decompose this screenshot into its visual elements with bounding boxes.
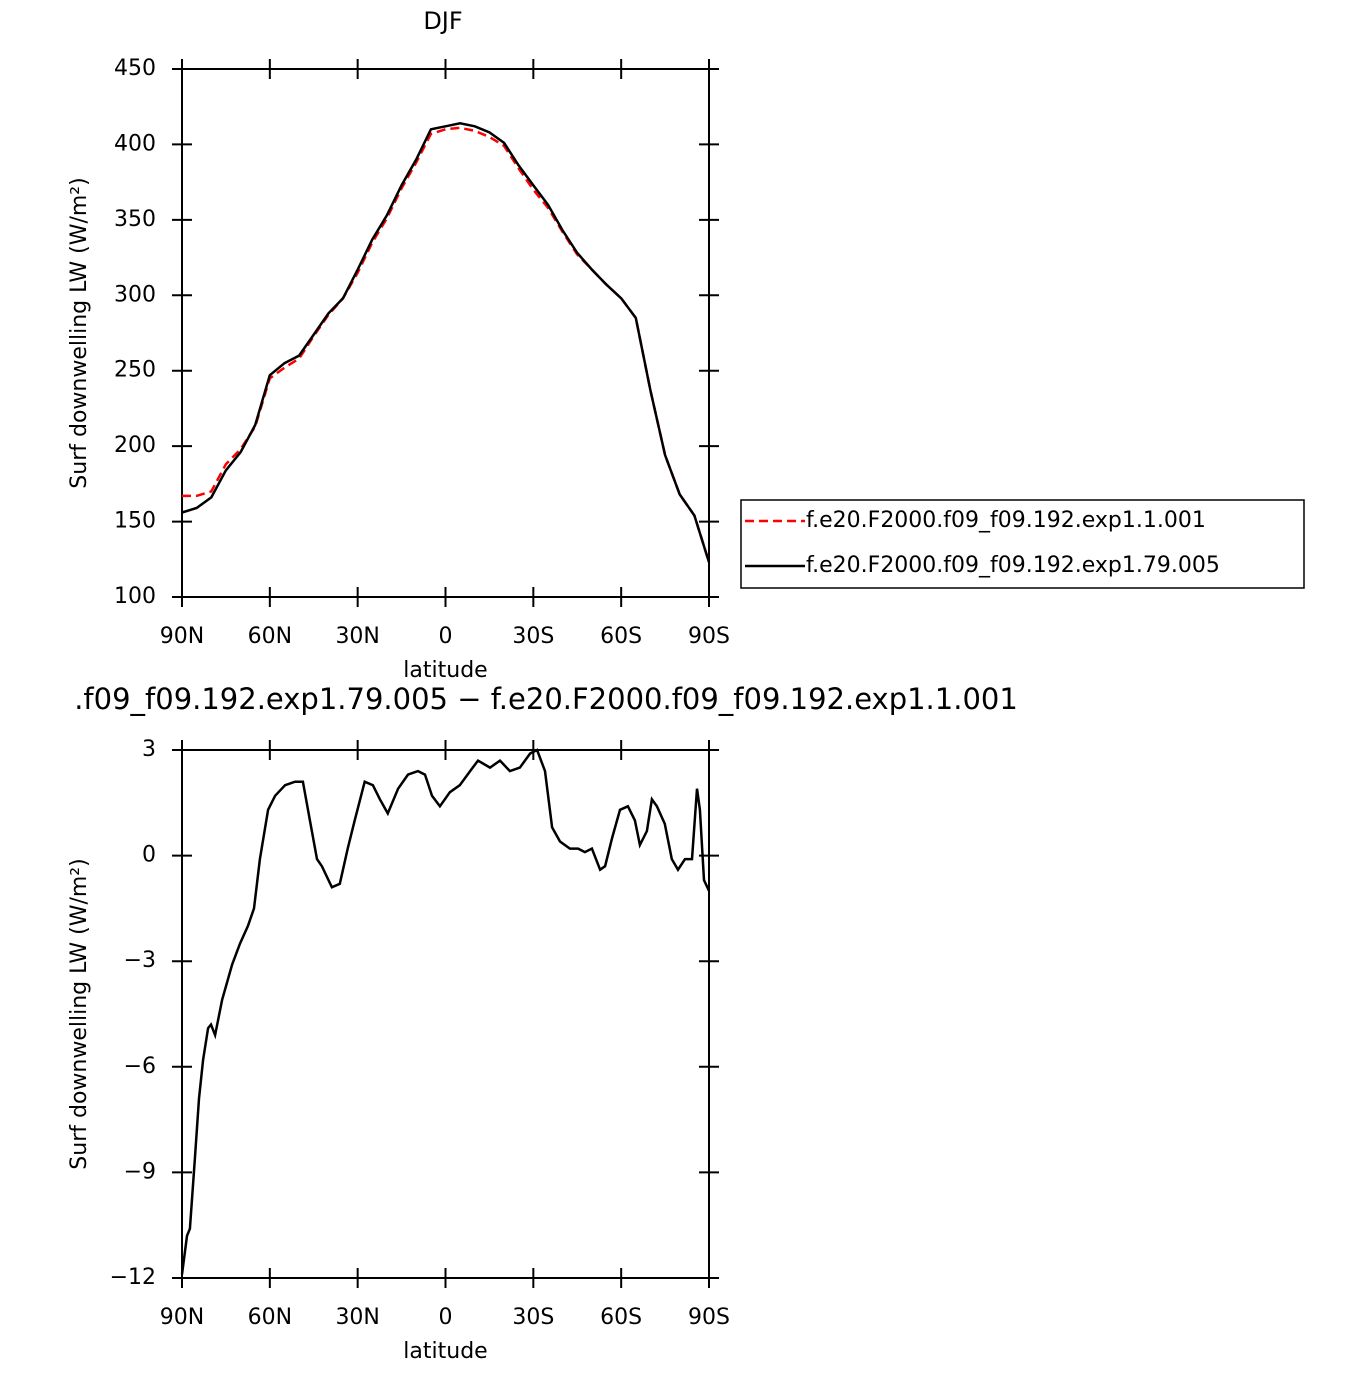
x-tick-label: 0 [439, 624, 453, 649]
series-line [182, 126, 711, 563]
y-tick-label: −12 [110, 1265, 156, 1290]
y-tick-label: −3 [124, 948, 156, 973]
series-line [180, 748, 711, 1275]
y-axis-label: Surf downwelling LW (W/m²) [67, 177, 92, 488]
y-tick-label: 150 [114, 509, 156, 534]
x-tick-label: 30N [335, 1305, 379, 1330]
x-tick-label: 90N [160, 624, 204, 649]
x-tick-label: 30S [512, 1305, 554, 1330]
x-tick-label: 90S [688, 624, 730, 649]
y-tick-label: 200 [114, 433, 156, 458]
y-tick-label: 0 [142, 843, 156, 868]
x-axis-label: latitude [403, 1339, 487, 1364]
x-tick-label: 90S [688, 1305, 730, 1330]
x-tick-label: 30S [512, 624, 554, 649]
y-tick-label: 250 [114, 358, 156, 383]
chart-title: DJF [423, 7, 462, 35]
legend-label: f.e20.F2000.f09_f09.192.exp1.79.005 [806, 553, 1220, 578]
x-tick-label: 60S [600, 1305, 642, 1330]
chart-title: .f09_f09.192.exp1.79.005 − f.e20.F2000.f… [74, 682, 1018, 716]
x-tick-label: 60N [248, 624, 292, 649]
y-axis-label: Surf downwelling LW (W/m²) [67, 858, 92, 1169]
y-tick-label: 3 [142, 737, 156, 762]
x-tick-label: 30N [335, 624, 379, 649]
x-axis-label: latitude [403, 658, 487, 683]
series-line [181, 122, 711, 563]
y-tick-label: 400 [114, 131, 156, 156]
y-tick-label: 300 [114, 282, 156, 307]
y-tick-label: −9 [124, 1159, 156, 1184]
y-tick-label: 100 [114, 584, 156, 609]
x-tick-label: 60S [600, 624, 642, 649]
legend-box [740, 499, 1305, 589]
y-tick-label: 450 [114, 56, 156, 81]
x-tick-label: 90N [160, 1305, 204, 1330]
legend-label: f.e20.F2000.f09_f09.192.exp1.1.001 [806, 508, 1206, 533]
x-tick-label: 60N [248, 1305, 292, 1330]
x-tick-label: 0 [439, 1305, 453, 1330]
plot-frame [181, 68, 710, 598]
plot-frame [181, 749, 710, 1279]
y-tick-label: −6 [124, 1054, 156, 1079]
y-tick-label: 350 [114, 207, 156, 232]
